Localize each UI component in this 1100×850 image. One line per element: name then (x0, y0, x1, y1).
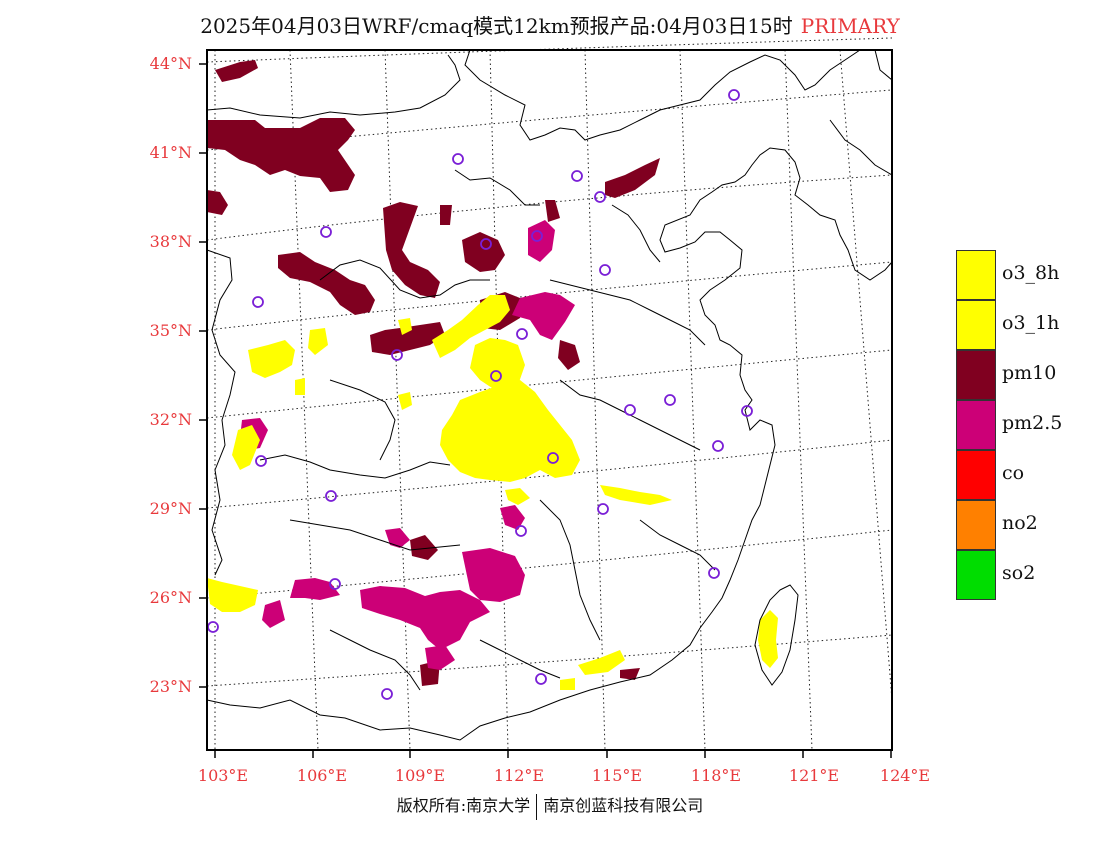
lon-label-103: 103°E (197, 766, 249, 785)
lat-label-23: 23°N (149, 677, 192, 696)
o3-areas (207, 295, 778, 690)
legend-item-co: co (956, 450, 1100, 500)
boundaries (206, 49, 893, 741)
legend-label: no2 (1002, 512, 1038, 534)
lat-label-35: 35°N (149, 321, 192, 340)
pm25-areas (240, 220, 575, 670)
lat-label-44: 44°N (149, 54, 192, 73)
legend-swatch (956, 400, 996, 450)
legend-label: o3_8h (1002, 262, 1060, 284)
legend-item-o3-1h: o3_1h (956, 300, 1100, 350)
legend-item-so2: so2 (956, 550, 1100, 600)
legend-item-pm10: pm10 (956, 350, 1100, 400)
lon-label-109: 109°E (394, 766, 446, 785)
copyright-footer: 版权所有:南京大学 南京创蓝科技有限公司 (0, 792, 1100, 820)
legend-item-o3-8h: o3_8h (956, 250, 1100, 300)
legend-swatch (956, 450, 996, 500)
map-title-label: PRIMARY (800, 14, 900, 38)
legend-label: pm10 (1002, 362, 1057, 384)
legend-item-pm25: pm2.5 (956, 400, 1100, 450)
legend-swatch (956, 500, 996, 550)
map-title: 2025年04月03日WRF/cmaq模式12km预报产品:04月03日15时 P… (0, 10, 1100, 39)
copyright-company: 南京创蓝科技有限公司 (543, 796, 704, 815)
legend-swatch (956, 550, 996, 600)
legend-item-no2: no2 (956, 500, 1100, 550)
lon-label-124: 124°E (879, 766, 931, 785)
legend-label: so2 (1002, 562, 1036, 584)
lon-label-106: 106°E (296, 766, 348, 785)
legend-swatch (956, 250, 996, 300)
legend-label: co (1002, 462, 1025, 484)
legend-label: o3_1h (1002, 312, 1060, 334)
lat-label-41: 41°N (149, 143, 192, 162)
map-title-main: 2025年04月03日WRF/cmaq模式12km预报产品:04月03日15时 (200, 14, 793, 38)
lat-label-26: 26°N (149, 588, 192, 607)
footer-divider (536, 793, 538, 820)
legend-swatch (956, 300, 996, 350)
lon-label-121: 121°E (788, 766, 840, 785)
lon-label-118: 118°E (690, 766, 742, 785)
lon-label-115: 115°E (591, 766, 643, 785)
lon-label-112: 112°E (493, 766, 545, 785)
pm10-areas (207, 60, 660, 686)
lat-label-32: 32°N (149, 410, 192, 429)
axis-ticks (199, 63, 892, 758)
lat-label-38: 38°N (149, 232, 192, 251)
copyright-owner: 版权所有:南京大学 (396, 796, 531, 815)
lat-label-29: 29°N (149, 499, 192, 518)
legend-swatch (956, 350, 996, 400)
legend-label: pm2.5 (1002, 412, 1063, 434)
